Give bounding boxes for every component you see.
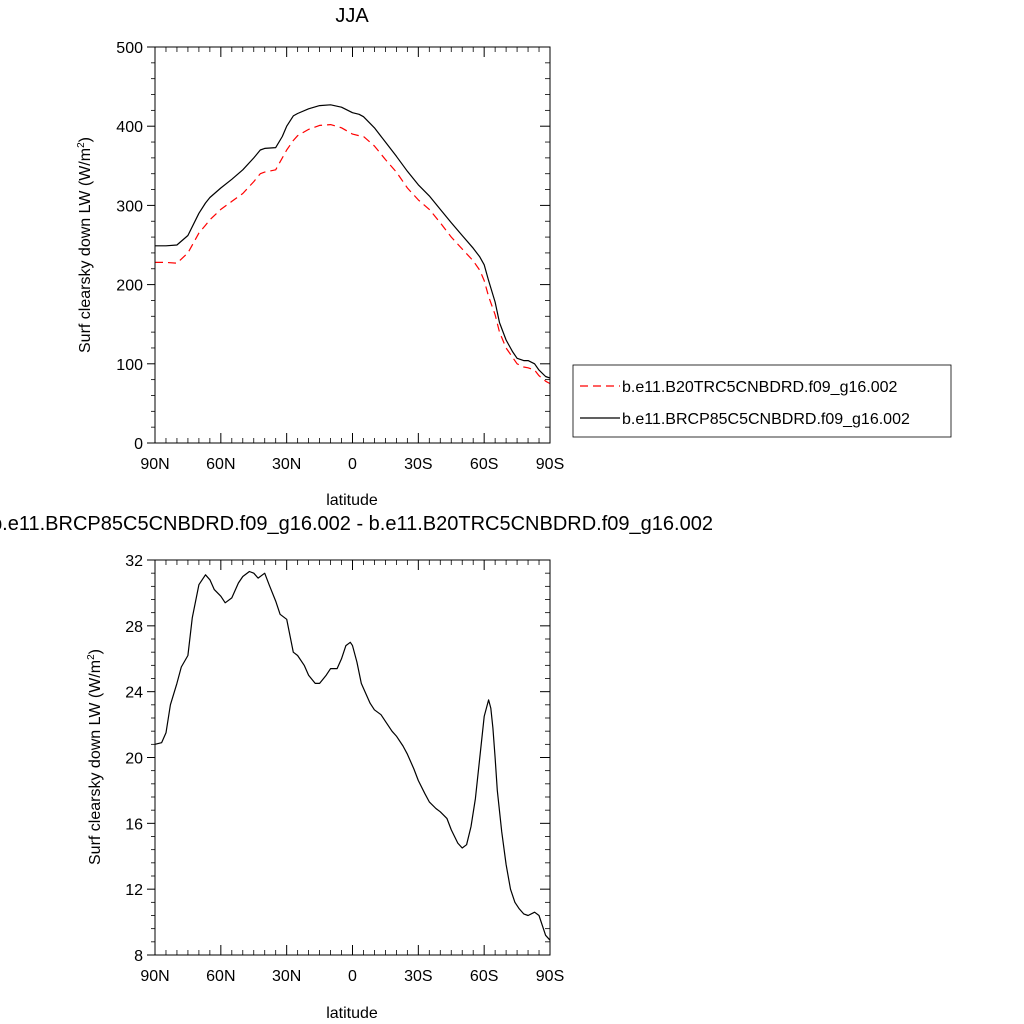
- top-y-tick-label: 200: [116, 278, 143, 295]
- top-y-tick-label: 500: [116, 40, 143, 57]
- top-x-tick-label: 90S: [536, 456, 564, 473]
- top-y-tick-label: 300: [116, 198, 143, 215]
- bottom-x-tick-label: 30N: [272, 968, 301, 985]
- top-y-tick-label: 100: [116, 357, 143, 374]
- top-x-tick-label: 90N: [140, 456, 169, 473]
- bottom-x-tick-label: 60S: [470, 968, 498, 985]
- top-y-axis-label: Surf clearsky down LW (W/m2): [76, 137, 94, 353]
- top-chart-title: JJA: [335, 5, 369, 27]
- legend-label-rcp85: b.e11.BRCP85C5CNBDRD.f09_g16.002: [622, 411, 910, 428]
- bottom-y-tick-label: 8: [134, 948, 143, 965]
- bottom-x-tick-label: 0: [348, 968, 357, 985]
- bottom-y-tick-label: 24: [125, 685, 143, 702]
- top-x-tick-label: 30S: [404, 456, 432, 473]
- bottom-x-tick-label: 90S: [536, 968, 564, 985]
- bottom-y-tick-label: 12: [125, 882, 143, 899]
- bottom-plot-frame: [154, 559, 551, 956]
- top-x-tick-label: 60N: [206, 456, 235, 473]
- bottom-x-tick-label: 60N: [206, 968, 235, 985]
- bottom-x-tick-label: 90N: [140, 968, 169, 985]
- legend-box: [572, 364, 952, 438]
- top-x-tick-label: 30N: [272, 456, 301, 473]
- bottom-y-tick-label: 32: [125, 553, 143, 570]
- top-series-line-1: [155, 104, 551, 379]
- bottom-panel: b.e11.BRCP85C5CNBDRD.f09_g16.002 - b.e11…: [0, 513, 713, 1022]
- bottom-chart-title: b.e11.BRCP85C5CNBDRD.f09_g16.002 - b.e11…: [0, 513, 713, 535]
- bottom-y-tick-label: 20: [125, 751, 143, 768]
- legend: b.e11.B20TRC5CNBDRD.f09_g16.002 b.e11.BR…: [572, 364, 952, 438]
- bottom-y-axis-label: Surf clearsky down LW (W/m2): [86, 649, 104, 865]
- top-series-line-0: [155, 123, 551, 385]
- bottom-y-tick-label: 16: [125, 816, 143, 833]
- top-panel: JJA 90N 60N 30N 0 30S 60S 90S0100200300400500 …: [76, 5, 952, 509]
- top-y-tick-label: 400: [116, 119, 143, 136]
- top-y-tick-label: 0: [134, 436, 143, 453]
- legend-label-historical: b.e11.B20TRC5CNBDRD.f09_g16.002: [622, 379, 898, 396]
- top-x-tick-label: 0: [348, 456, 357, 473]
- top-x-tick-label: 60S: [470, 456, 498, 473]
- bottom-series-line-0: [154, 570, 551, 941]
- top-plot-frame: [154, 46, 551, 444]
- bottom-x-tick-label: 30S: [404, 968, 432, 985]
- bottom-x-axis-label: latitude: [326, 1005, 378, 1022]
- top-x-axis-label: latitude: [326, 492, 378, 509]
- bottom-y-tick-label: 28: [125, 619, 143, 636]
